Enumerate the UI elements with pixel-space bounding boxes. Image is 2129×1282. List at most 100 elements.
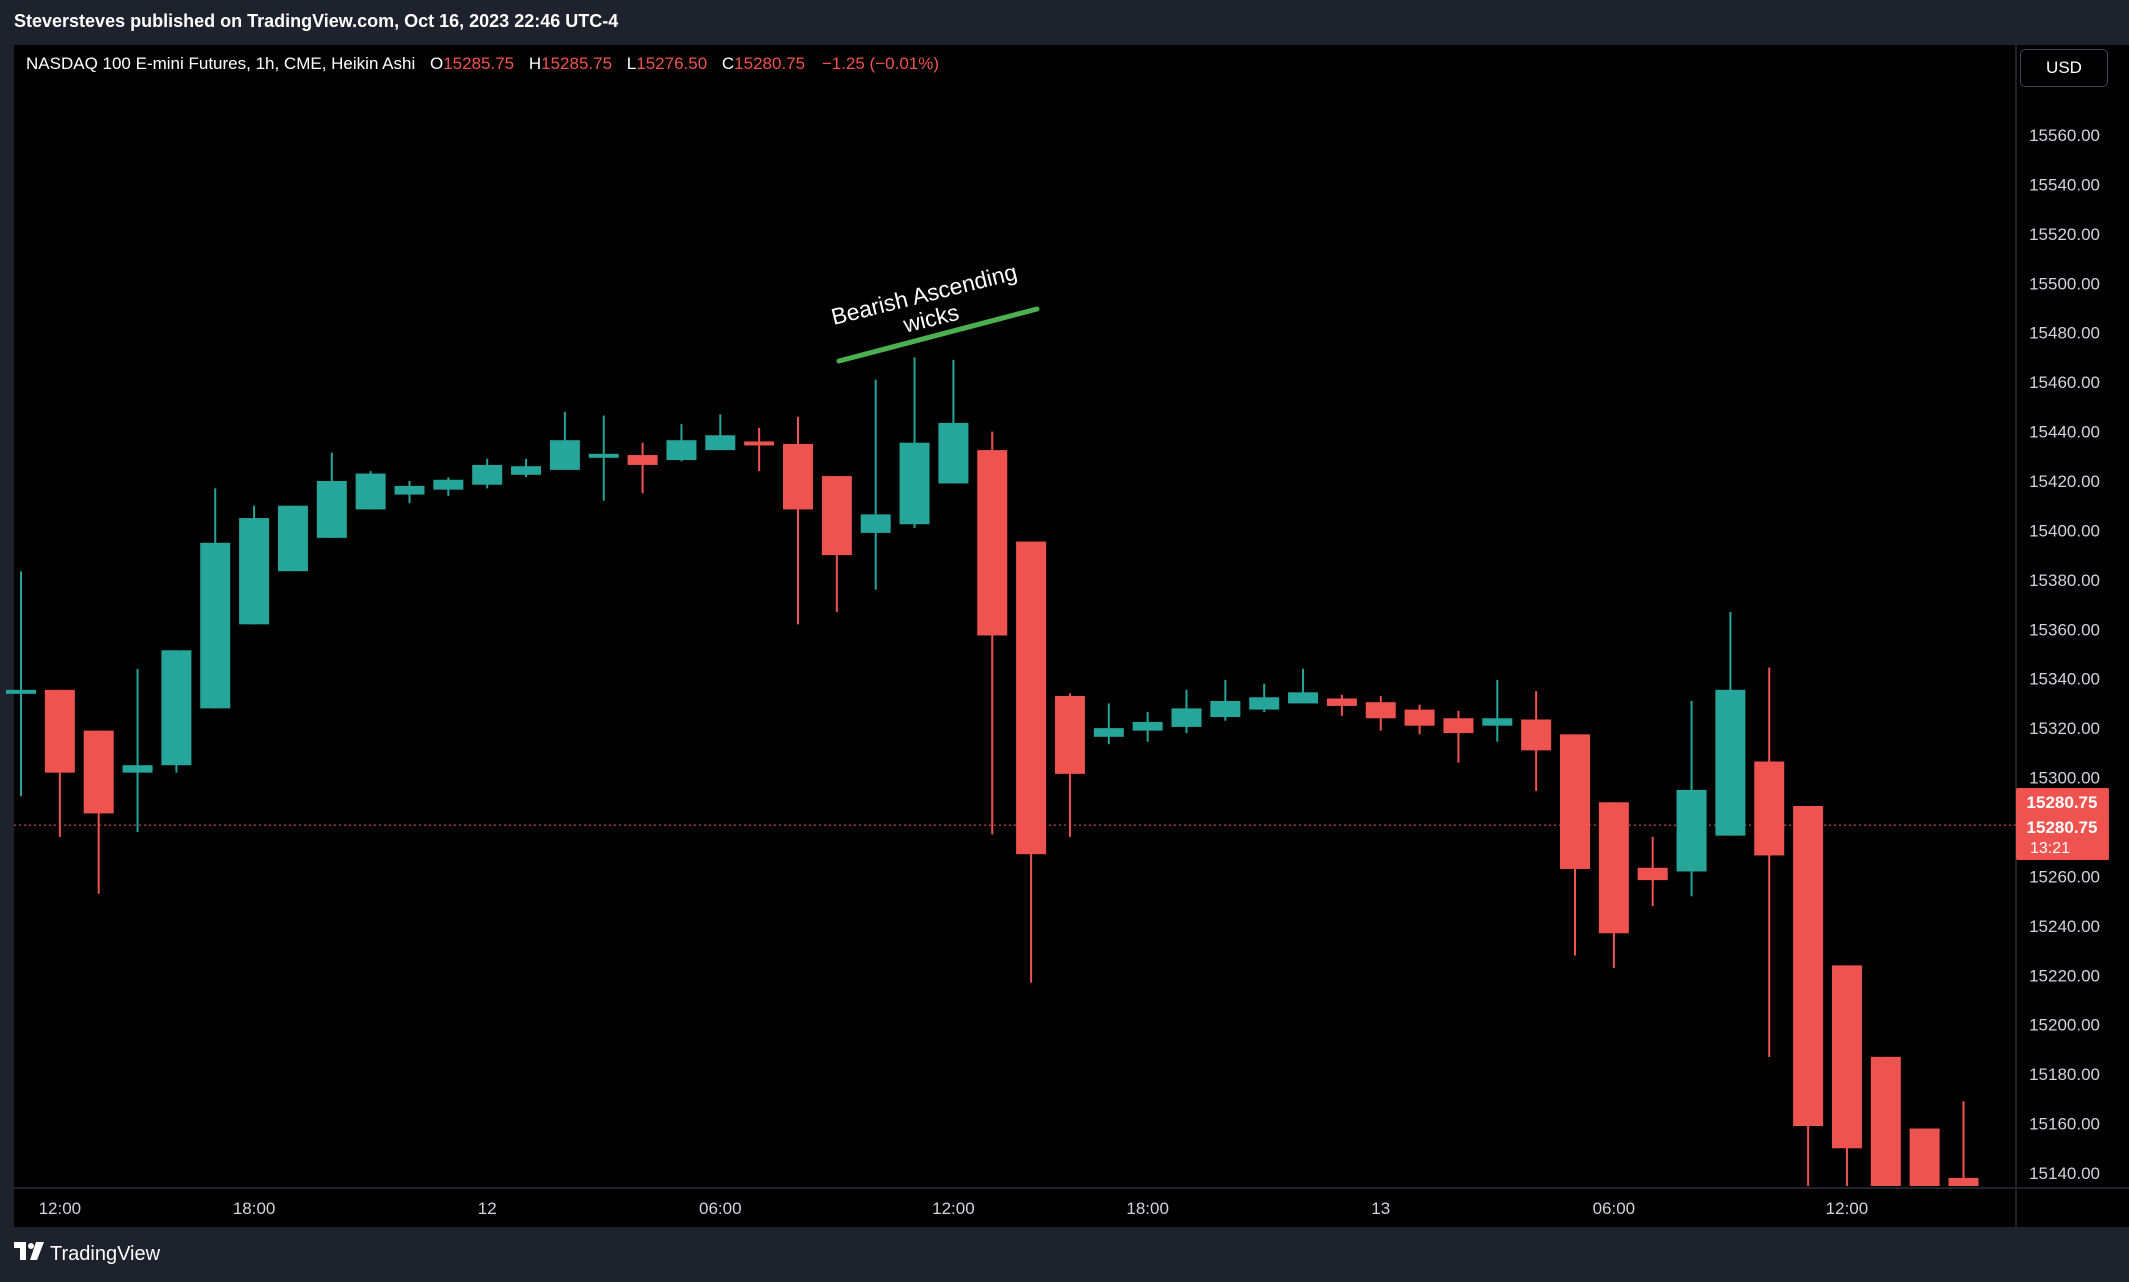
candle	[83, 730, 114, 894]
candle	[1754, 667, 1785, 1057]
candle-body	[860, 514, 891, 533]
candle	[1909, 1128, 1940, 1186]
candle	[977, 431, 1008, 835]
candle	[1521, 691, 1552, 792]
candle-body	[1443, 718, 1474, 734]
candle	[122, 668, 153, 832]
candle	[744, 427, 775, 472]
candle-body	[1909, 1128, 1940, 1186]
candle	[1093, 703, 1124, 745]
candle-body	[1171, 708, 1202, 727]
annotation-line	[836, 306, 1040, 364]
candle-body	[1637, 867, 1668, 881]
candle-body	[549, 440, 580, 470]
candle-body	[433, 479, 464, 490]
y-tick-label: 15400.00	[2029, 521, 2100, 540]
candle	[821, 476, 852, 612]
candle	[1054, 693, 1085, 837]
candle-body	[1016, 541, 1047, 855]
candle	[1831, 965, 1862, 1186]
candle-body	[1093, 728, 1124, 737]
candle-body	[1715, 689, 1746, 836]
candle	[44, 689, 75, 837]
y-tick-label: 15360.00	[2029, 620, 2100, 639]
candle	[1326, 694, 1357, 716]
candle-body	[472, 464, 503, 485]
candle-body	[1132, 721, 1163, 731]
x-tick-label: 12:00	[1826, 1199, 1869, 1218]
candle-body	[783, 443, 813, 510]
candle-body	[200, 542, 231, 709]
candle	[899, 357, 930, 528]
x-tick-label: 12:00	[932, 1199, 975, 1218]
candle-body	[1404, 709, 1435, 726]
candle-body	[705, 435, 736, 451]
y-tick-label: 15260.00	[2029, 867, 2100, 886]
candle-body	[355, 473, 386, 510]
y-tick-label: 15340.00	[2029, 670, 2100, 689]
publish-bar: Steversteves published on TradingView.co…	[0, 0, 2129, 45]
candle-body	[1676, 789, 1707, 872]
candle	[1365, 696, 1396, 731]
legend-close-label: C	[722, 54, 734, 73]
candle	[239, 505, 270, 625]
candle	[666, 424, 697, 462]
svg-text:NASDAQ 100 E-mini Futures, 1h,: NASDAQ 100 E-mini Futures, 1h, CME, Heik…	[26, 54, 939, 73]
candle-body	[977, 450, 1008, 636]
bar-countdown: 13:21	[2030, 840, 2070, 857]
candle-body	[1054, 696, 1085, 774]
y-tick-label: 15200.00	[2029, 1016, 2100, 1035]
candle-body	[666, 440, 697, 460]
candle-body	[744, 441, 775, 446]
x-tick-label: 12:00	[39, 1199, 82, 1218]
candle-body	[821, 476, 852, 556]
candle	[1482, 679, 1513, 742]
candle	[627, 442, 658, 494]
tradingview-logo-icon	[14, 1242, 44, 1266]
y-tick-label: 15440.00	[2029, 423, 2100, 442]
y-tick-label: 15320.00	[2029, 719, 2100, 738]
chart-pane[interactable]	[14, 45, 2016, 1227]
y-tick-label: 15540.00	[2029, 175, 2100, 194]
candle	[1793, 805, 1824, 1186]
candle	[860, 379, 891, 590]
y-tick-label: 15500.00	[2029, 274, 2100, 293]
y-tick-label: 15420.00	[2029, 472, 2100, 491]
candle-body	[938, 422, 969, 484]
candle-body	[1948, 1177, 1979, 1186]
candle-body	[316, 481, 347, 538]
candle-body	[239, 518, 270, 625]
candle	[433, 477, 464, 496]
legend-high-label: H	[529, 54, 541, 73]
candle	[588, 415, 619, 501]
tradingview-logo[interactable]: TradingView	[14, 1242, 160, 1266]
x-tick-label: 12	[478, 1199, 497, 1218]
y-tick-label: 15300.00	[2029, 769, 2100, 788]
candle-body	[277, 505, 308, 572]
candle-body	[511, 466, 542, 475]
candle	[1637, 836, 1668, 907]
last-price-label-2: 15280.75	[2027, 818, 2098, 837]
y-tick-label: 15460.00	[2029, 373, 2100, 392]
candle	[1948, 1101, 1979, 1186]
candle-body	[1831, 965, 1862, 1149]
candle	[6, 571, 36, 797]
candle	[394, 481, 425, 504]
candle	[1404, 704, 1435, 735]
legend-low-label: L	[627, 54, 636, 73]
candle	[1560, 734, 1590, 956]
currency-button[interactable]: USD	[2020, 49, 2108, 87]
y-tick-label: 15220.00	[2029, 966, 2100, 985]
candle	[1715, 611, 1746, 836]
candle-body	[6, 689, 36, 694]
legend-symbol: NASDAQ 100 E-mini Futures, 1h, CME, Heik…	[26, 54, 415, 73]
candle-body	[1521, 719, 1552, 751]
x-tick-label: 06:00	[1593, 1199, 1636, 1218]
price-scale[interactable]	[2016, 45, 2129, 1227]
candle-body	[44, 689, 75, 773]
legend-open-label: O	[430, 54, 443, 73]
candle	[1132, 712, 1163, 742]
candle	[511, 458, 542, 478]
footer-bar	[0, 1227, 2129, 1282]
